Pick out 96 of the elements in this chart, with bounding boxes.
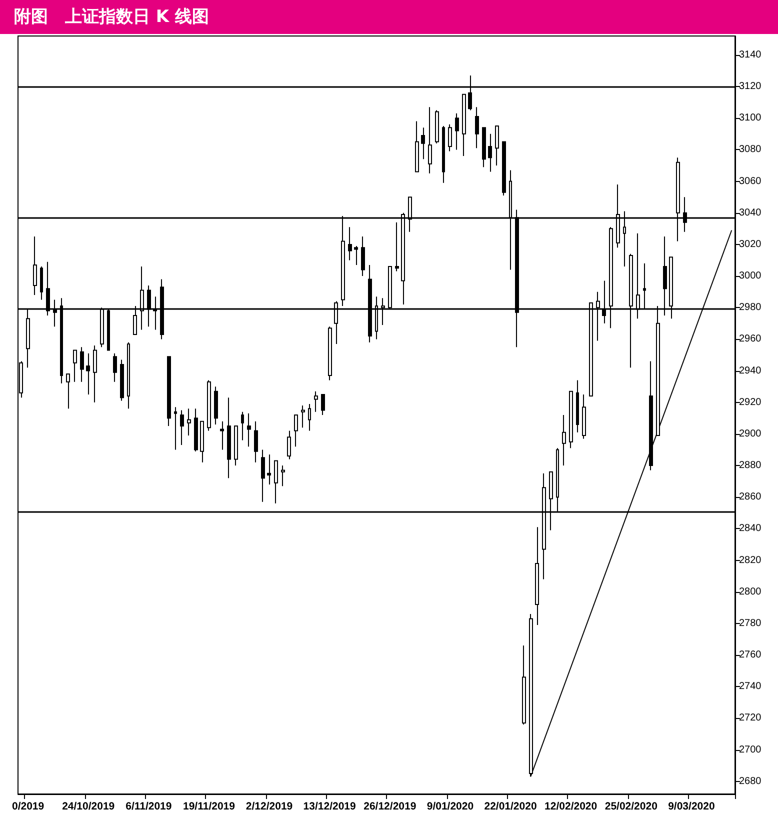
candlestick — [348, 226, 352, 261]
candlestick — [308, 403, 311, 432]
candlestick — [495, 126, 499, 166]
candlestick — [66, 373, 70, 410]
candlestick — [462, 94, 466, 157]
candlestick — [448, 124, 452, 152]
x-tick-label: 0/2019 — [12, 800, 44, 812]
candlestick — [187, 408, 191, 436]
candlestick — [274, 460, 278, 504]
candlestick — [220, 420, 224, 450]
y-tick-label: 2680 — [739, 776, 762, 787]
y-tick-label: 3120 — [739, 81, 762, 92]
candlestick — [127, 342, 130, 410]
candlestick — [428, 106, 432, 174]
x-tick-label: 26/12/2019 — [364, 800, 416, 812]
y-tick-label: 2980 — [739, 302, 762, 314]
candlestick — [582, 394, 586, 440]
y-tick-label: 3100 — [739, 112, 762, 124]
candlestick — [200, 420, 204, 463]
x-tick-label: 9/03/2020 — [668, 800, 715, 812]
chart-title: 附图 上证指数日 K 线图 — [0, 0, 778, 34]
candlestick — [241, 411, 244, 441]
candlestick — [93, 345, 97, 403]
candlestick — [234, 426, 238, 466]
x-tick-label: 13/12/2019 — [303, 800, 356, 812]
candlestick — [455, 112, 459, 150]
y-tick-label: 2900 — [739, 428, 762, 440]
y-tick-label: 2860 — [739, 492, 762, 503]
candlestick — [180, 410, 184, 446]
candlestick — [361, 236, 365, 277]
candlestick — [261, 449, 265, 502]
candlestick — [167, 356, 171, 427]
x-tick-label: 12/02/2020 — [544, 800, 598, 812]
candlestick — [227, 397, 231, 479]
y-tick-label: 2840 — [739, 523, 762, 534]
y-tick-label: 2720 — [739, 712, 762, 724]
candlestick — [80, 346, 84, 382]
candlestick — [569, 390, 573, 449]
x-tick-label: 2/12/2019 — [246, 800, 293, 812]
candlestick — [395, 222, 399, 272]
y-tick-label: 3020 — [739, 238, 762, 250]
y-tick-label: 2880 — [739, 460, 762, 472]
x-tick-label: 9/01/2020 — [426, 800, 474, 812]
candlestick — [415, 120, 419, 172]
x-tick-label: 22/01/2020 — [484, 800, 537, 812]
candlestick — [174, 406, 177, 450]
candlestick — [301, 405, 305, 428]
candlestick — [254, 420, 258, 463]
candlestick — [535, 526, 539, 626]
candlestick — [522, 645, 526, 726]
candlestick — [287, 430, 291, 460]
candlestick — [482, 127, 486, 168]
candlestick — [442, 126, 445, 184]
candlestick — [207, 380, 211, 432]
x-tick-label: 24/10/2019 — [62, 800, 115, 812]
candlestick — [502, 141, 506, 196]
candlestick — [576, 380, 579, 433]
y-tick-label: 2700 — [739, 744, 762, 756]
candlestick — [475, 106, 479, 149]
candlestick — [314, 390, 318, 412]
y-tick-label: 2960 — [739, 334, 762, 345]
candlestick — [562, 414, 566, 466]
candlestick — [40, 266, 43, 300]
candlestick — [281, 465, 285, 487]
candlestick — [321, 394, 325, 416]
candlestick — [194, 408, 198, 452]
candlestick — [247, 412, 251, 448]
y-tick-label: 2780 — [739, 618, 762, 629]
x-tick-label: 25/02/2020 — [604, 800, 658, 812]
x-tick-label: 19/11/2019 — [182, 800, 236, 812]
y-tick-label: 2820 — [739, 554, 762, 566]
candlestick — [33, 236, 37, 296]
y-tick-label: 2920 — [739, 396, 762, 408]
candlestick — [73, 350, 77, 382]
candlestick — [435, 110, 439, 144]
candlestick — [214, 386, 218, 425]
candlestick — [421, 127, 425, 160]
y-tick-label: 2760 — [739, 650, 762, 661]
y-tick-label: 2940 — [739, 365, 762, 376]
y-tick-label: 3000 — [739, 270, 762, 282]
y-tick-label: 2800 — [739, 586, 762, 598]
candlestick — [354, 246, 358, 266]
y-tick-label: 3140 — [739, 49, 762, 60]
y-tick-label: 2740 — [739, 681, 762, 692]
candlestick — [649, 360, 653, 471]
y-tick-label: 3060 — [739, 176, 762, 187]
candlestick — [113, 352, 117, 382]
candlestick — [488, 133, 492, 172]
x-tick-label: 6/11/2019 — [126, 800, 172, 812]
candlestick — [267, 454, 271, 485]
candlestick — [120, 359, 124, 402]
candlestick — [294, 414, 298, 448]
candlestick — [328, 326, 332, 381]
y-tick-label: 3080 — [739, 144, 762, 156]
y-tick-label: 3040 — [739, 207, 762, 218]
candlestick — [86, 352, 90, 395]
